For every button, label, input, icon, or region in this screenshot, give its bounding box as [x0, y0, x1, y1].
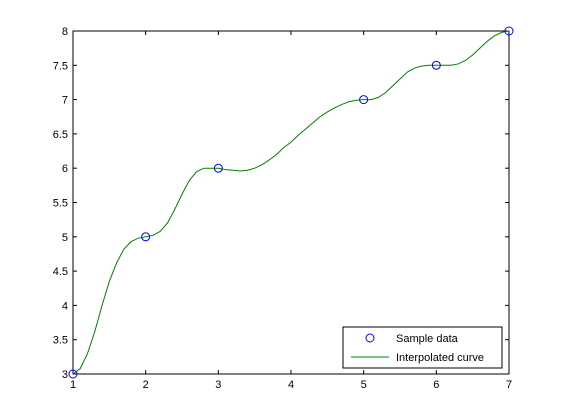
- x-tick-label: 3: [215, 379, 221, 391]
- y-tick-label: 3.5: [53, 335, 68, 347]
- interpolated-curve-line: [72, 30, 510, 375]
- y-tick-label: 7: [62, 95, 68, 107]
- sample-data-point: [68, 369, 78, 379]
- x-tick-label: 7: [506, 379, 512, 391]
- legend-label-interpolated-curve: Interpolated curve: [396, 352, 484, 364]
- x-axis-tick-labels: 1 2 3 4 5 6 7: [70, 379, 512, 391]
- legend-marker-sample-data: [365, 333, 375, 343]
- y-tick-label: 4.5: [53, 266, 68, 278]
- plot-area: [72, 30, 510, 375]
- x-tick-label: 1: [70, 379, 76, 391]
- x-tick-label: 5: [361, 379, 367, 391]
- y-tick-label: 5.5: [53, 198, 68, 210]
- sample-data-point: [504, 26, 514, 36]
- sample-data-point: [141, 232, 151, 242]
- legend: Sample data Interpolated curve: [342, 326, 503, 369]
- sample-data-point: [213, 163, 223, 173]
- x-tick-label: 2: [143, 379, 149, 391]
- x-tick-label: 4: [288, 379, 294, 391]
- y-tick-label: 3: [62, 369, 68, 381]
- sample-data-point: [431, 60, 441, 70]
- series-layer: [68, 26, 514, 379]
- y-tick-label: 8: [62, 26, 68, 38]
- sample-data-point: [359, 95, 369, 105]
- x-tick-label: 6: [433, 379, 439, 391]
- y-tick-label: 6: [62, 163, 68, 175]
- y-tick-label: 7.5: [53, 60, 68, 72]
- legend-label-sample-data: Sample data: [396, 333, 459, 345]
- y-axis-tick-labels: 3 3.5 4 4.5 5 5.5 6 6.5 7 7.5 8: [53, 26, 68, 381]
- y-tick-label: 6.5: [53, 129, 68, 141]
- y-tick-label: 4: [62, 300, 68, 312]
- y-tick-label: 5: [62, 232, 68, 244]
- x-axis-ticks: [72, 31, 510, 374]
- y-axis-ticks: [73, 30, 509, 375]
